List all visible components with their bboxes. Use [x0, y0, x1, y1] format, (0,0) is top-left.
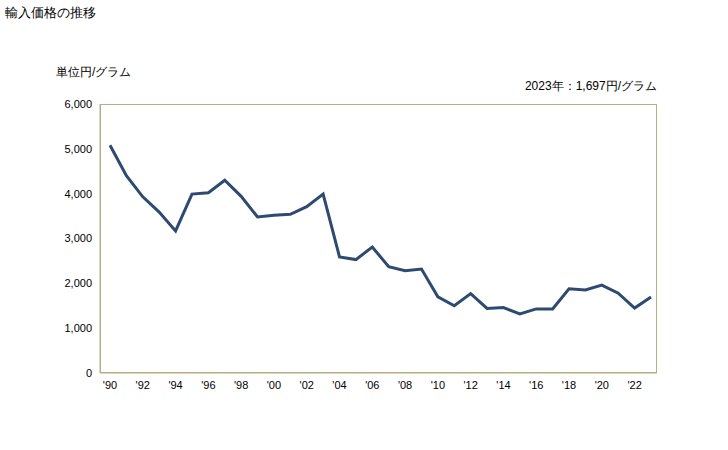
svg-text:'98: '98 — [234, 379, 248, 391]
svg-text:'08: '08 — [398, 379, 412, 391]
svg-text:3,000: 3,000 — [64, 232, 92, 244]
svg-text:'18: '18 — [562, 379, 576, 391]
svg-text:'92: '92 — [136, 379, 150, 391]
svg-text:'14: '14 — [496, 379, 510, 391]
svg-text:'96: '96 — [201, 379, 215, 391]
svg-text:6,000: 6,000 — [64, 98, 92, 110]
svg-text:'94: '94 — [168, 379, 182, 391]
svg-text:'12: '12 — [463, 379, 477, 391]
svg-text:'02: '02 — [300, 379, 314, 391]
svg-text:'22: '22 — [627, 379, 641, 391]
svg-text:'06: '06 — [365, 379, 379, 391]
html-text:輸入価格の推移: 輸入価格の推移 — [5, 5, 96, 20]
svg-text:'00: '00 — [267, 379, 281, 391]
svg-text:4,000: 4,000 — [64, 188, 92, 200]
svg-text:0: 0 — [86, 367, 92, 379]
svg-text:'20: '20 — [595, 379, 609, 391]
html-text:2023年：1,697円/グラム: 2023年：1,697円/グラム — [524, 79, 657, 93]
svg-text:'16: '16 — [529, 379, 543, 391]
svg-text:1,000: 1,000 — [64, 322, 92, 334]
svg-text:'04: '04 — [332, 379, 346, 391]
html-text:単位円/グラム: 単位円/グラム — [56, 65, 132, 79]
svg-text:2,000: 2,000 — [64, 277, 92, 289]
svg-text:5,000: 5,000 — [64, 143, 92, 155]
svg-text:'10: '10 — [431, 379, 445, 391]
svg-text:'90: '90 — [103, 379, 117, 391]
